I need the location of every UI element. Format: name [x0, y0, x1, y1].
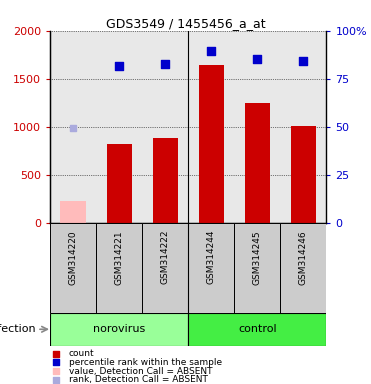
Point — [162, 61, 168, 67]
Point — [209, 48, 214, 55]
Point — [301, 58, 306, 65]
Bar — [280, 31, 326, 223]
Bar — [50, 313, 188, 346]
Bar — [60, 200, 86, 223]
Text: GSM314221: GSM314221 — [115, 230, 124, 285]
Text: GSM314222: GSM314222 — [161, 230, 170, 285]
Bar — [234, 223, 280, 313]
Text: percentile rank within the sample: percentile rank within the sample — [69, 358, 222, 367]
Bar — [234, 31, 280, 223]
Bar — [188, 31, 234, 223]
Text: infection: infection — [0, 324, 35, 334]
Bar — [188, 223, 234, 313]
Text: GSM314220: GSM314220 — [69, 230, 78, 285]
Text: control: control — [238, 324, 277, 334]
Text: norovirus: norovirus — [93, 324, 145, 334]
Bar — [106, 144, 132, 223]
Bar — [96, 223, 142, 313]
Text: GDS3549 / 1455456_a_at: GDS3549 / 1455456_a_at — [106, 17, 265, 30]
Text: GSM314244: GSM314244 — [207, 230, 216, 285]
Point — [53, 351, 59, 357]
Bar — [152, 138, 178, 223]
Point — [53, 377, 59, 383]
Bar — [142, 31, 188, 223]
Text: count: count — [69, 349, 95, 358]
Text: rank, Detection Call = ABSENT: rank, Detection Call = ABSENT — [69, 375, 208, 384]
Point — [53, 368, 59, 374]
Bar — [142, 223, 188, 313]
Text: value, Detection Call = ABSENT: value, Detection Call = ABSENT — [69, 367, 212, 376]
Bar — [198, 65, 224, 223]
Bar — [50, 223, 96, 313]
Text: GSM314245: GSM314245 — [253, 230, 262, 285]
Bar — [188, 313, 326, 346]
Bar — [245, 103, 270, 223]
Point — [53, 359, 59, 366]
Point — [70, 125, 76, 131]
Point — [255, 56, 260, 62]
Bar — [50, 31, 96, 223]
Text: GSM314246: GSM314246 — [299, 230, 308, 285]
Bar — [291, 126, 316, 223]
Bar — [96, 31, 142, 223]
Point — [116, 63, 122, 70]
Bar — [280, 223, 326, 313]
